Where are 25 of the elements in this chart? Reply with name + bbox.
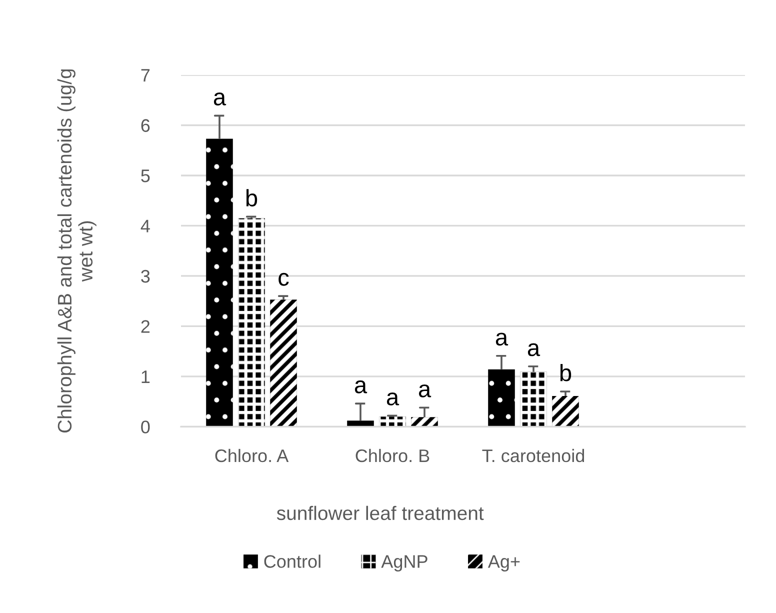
legend-label: AgNP [381, 555, 428, 572]
data-label: a [354, 380, 368, 394]
data-label: a [496, 332, 508, 346]
y-tick-label: 1 [142, 370, 150, 383]
legend-label: Ag+ [488, 555, 520, 572]
y-tick-label: 2 [141, 320, 150, 333]
y-tick-label: 7 [141, 69, 150, 82]
x-axis-title: sunflower leaf treatment [276, 506, 484, 520]
y-tick-label: 4 [140, 220, 150, 232]
x-tick-label: Chloro. B [356, 448, 430, 462]
data-label: b [560, 364, 572, 382]
legend-label: Control [264, 554, 320, 568]
data-label: a [214, 92, 226, 106]
data-label: a [418, 384, 432, 398]
y-tick-label: 0 [141, 420, 150, 434]
y-axis-title: Chlorophyll A&B and total cartenoids (ug/g wet wt) [57, 69, 96, 433]
y-tick-label: 6 [141, 119, 150, 132]
x-tick-label: T. carotenoid [482, 448, 584, 462]
data-label: a [386, 392, 400, 406]
data-label: b [246, 189, 258, 206]
data-label: a [528, 343, 540, 356]
x-tick-label: Chloro. A [215, 448, 289, 462]
y-tick-label: 5 [141, 170, 150, 182]
data-label: c [278, 272, 289, 286]
y-tick-label: 3 [141, 270, 150, 283]
